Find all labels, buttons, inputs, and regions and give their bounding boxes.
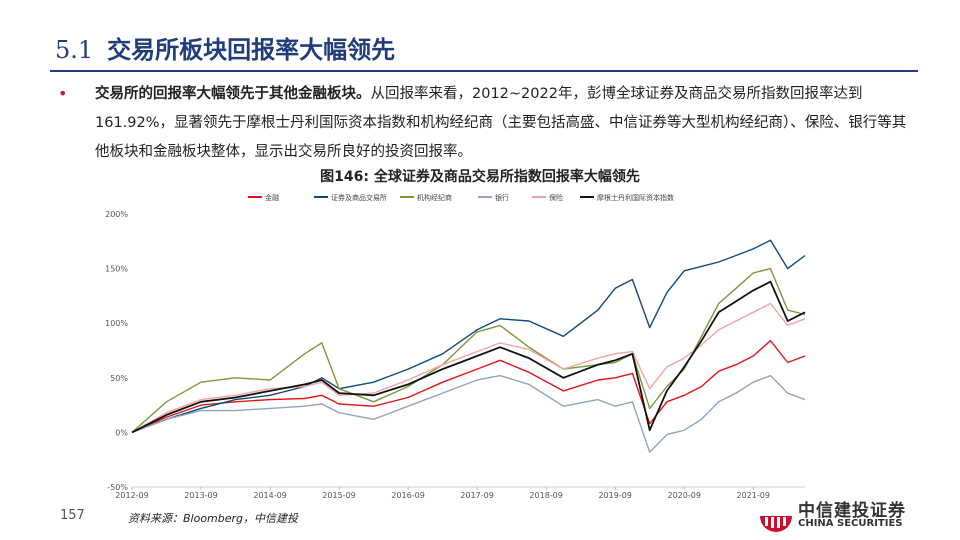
series-line (131, 374, 806, 453)
x-tick-label: 2012-09 (115, 491, 148, 498)
x-tick-label: 2015-09 (322, 491, 355, 498)
series-line (131, 267, 806, 433)
section-title: 交易所板块回报率大幅领先 (107, 36, 396, 64)
company-logo: 中信建投证券 CHINA SECURITIES (758, 494, 918, 534)
legend-label: 保险 (549, 193, 563, 202)
x-tick-label: 2020-09 (667, 491, 700, 498)
x-tick-label: 2018-09 (529, 491, 562, 498)
series-line (131, 339, 806, 434)
body-paragraph: 交易所的回报率大幅领先于其他金融板块。从回报率来看，2012~2022年，彭博全… (95, 80, 920, 167)
series-line (131, 280, 806, 434)
legend-label: 机构经纪商 (417, 193, 452, 202)
y-tick-label: 50% (110, 374, 128, 383)
legend-label: 摩根士丹利国际资本指数 (597, 193, 674, 202)
y-tick-label: 200% (105, 210, 128, 219)
x-tick-label: 2016-09 (391, 491, 424, 498)
logo-english-name: CHINA SECURITIES (798, 518, 903, 529)
y-tick-label: 0% (115, 428, 128, 437)
logo-emblem-icon (760, 516, 792, 532)
source-note: 资料来源：Bloomberg，中信建投 (128, 512, 299, 525)
page-number: 157 (60, 508, 85, 523)
x-tick-label: 2019-09 (598, 491, 631, 498)
legend-label: 金融 (265, 193, 279, 202)
title-divider (50, 70, 918, 72)
legend-label: 证券及商品交易所 (331, 193, 387, 202)
line-chart: 200% 150% 100% 50% 0% -50%2012-09 2013-09 2014-… (105, 193, 806, 498)
figure-title: 图146: 全球证券及商品交易所指数回报率大幅领先 (320, 169, 640, 185)
bullet-icon: • (58, 84, 68, 103)
body-text: 从回报率来看，2012~2022年，彭博全球证券及商品交易所指数回报率达到161… (95, 86, 907, 160)
series-line (131, 239, 806, 434)
y-tick-label: 100% (105, 319, 128, 328)
logo-chinese-name: 中信建投证券 (798, 501, 906, 521)
x-tick-label: 2013-09 (184, 491, 217, 498)
x-tick-label: 2017-09 (460, 491, 493, 498)
y-tick-label: 150% (105, 265, 128, 274)
legend-label: 银行 (495, 193, 509, 202)
lead-sentence: 交易所的回报率大幅领先于其他金融板块。 (95, 86, 371, 102)
section-number: 5.1 (55, 36, 94, 64)
x-tick-label: 2021-09 (737, 491, 770, 498)
y-tick-label: -50% (107, 483, 128, 492)
page-title: 5.1 交易所板块回报率大幅领先 (55, 30, 395, 65)
series-line (131, 302, 806, 434)
x-tick-label: 2014-09 (253, 491, 286, 498)
